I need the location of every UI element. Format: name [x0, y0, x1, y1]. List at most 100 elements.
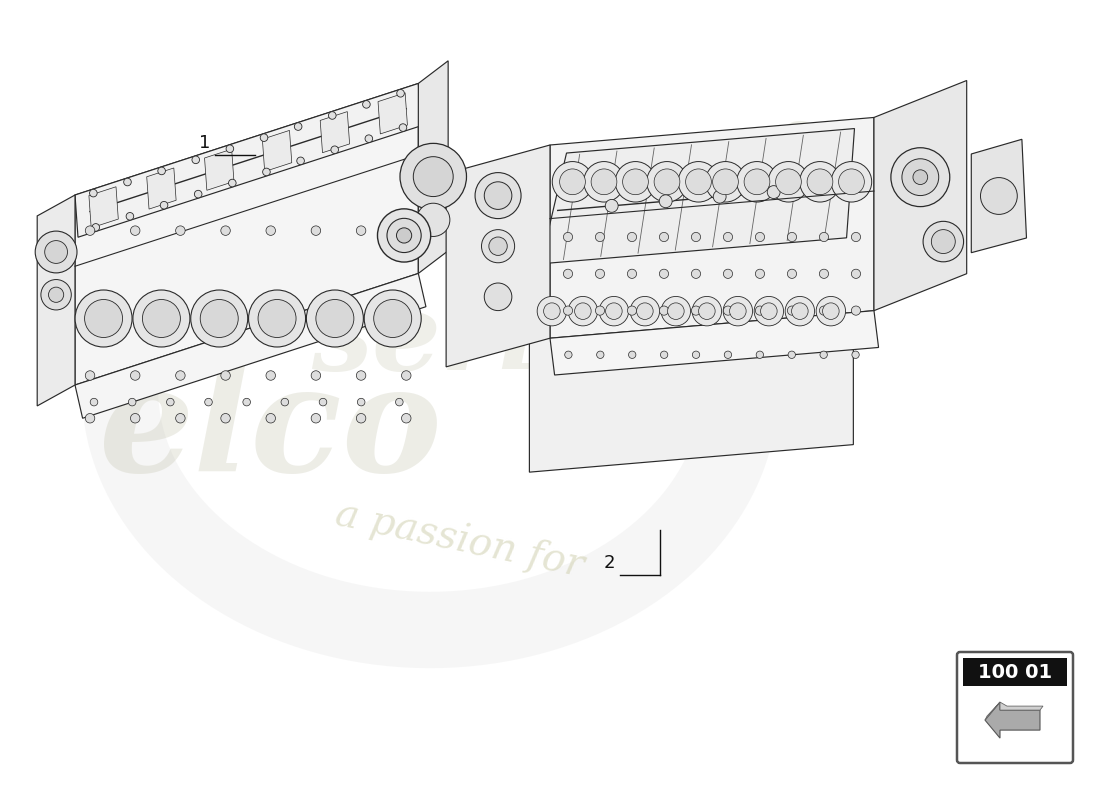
Circle shape: [75, 290, 132, 347]
Circle shape: [659, 269, 669, 278]
Circle shape: [723, 297, 752, 326]
Circle shape: [142, 299, 180, 338]
Polygon shape: [75, 83, 421, 238]
Circle shape: [297, 157, 305, 165]
Circle shape: [792, 303, 808, 319]
Circle shape: [126, 213, 134, 220]
Circle shape: [724, 306, 733, 315]
Text: elco: elco: [98, 358, 442, 502]
Circle shape: [923, 222, 964, 262]
Circle shape: [249, 290, 306, 347]
Circle shape: [307, 290, 363, 347]
Circle shape: [902, 158, 938, 195]
Circle shape: [311, 370, 321, 380]
Circle shape: [45, 241, 67, 263]
Circle shape: [659, 195, 672, 208]
Polygon shape: [320, 112, 350, 153]
Circle shape: [788, 351, 795, 358]
Circle shape: [414, 157, 453, 197]
Circle shape: [364, 290, 421, 347]
Polygon shape: [37, 195, 75, 406]
Circle shape: [628, 351, 636, 358]
Circle shape: [807, 169, 833, 194]
Bar: [962, 658, 1067, 686]
Circle shape: [820, 232, 828, 242]
Circle shape: [788, 232, 796, 242]
Text: 1: 1: [199, 134, 210, 152]
Circle shape: [399, 124, 407, 131]
Circle shape: [363, 101, 371, 108]
Circle shape: [756, 269, 764, 278]
Circle shape: [776, 169, 802, 194]
Circle shape: [191, 156, 199, 164]
Circle shape: [402, 370, 411, 380]
Circle shape: [560, 169, 585, 194]
Circle shape: [692, 351, 700, 358]
Circle shape: [744, 169, 770, 194]
Text: series: series: [311, 287, 669, 393]
Circle shape: [564, 351, 572, 358]
Circle shape: [692, 306, 701, 315]
Circle shape: [280, 398, 288, 406]
Circle shape: [756, 232, 764, 242]
Circle shape: [788, 269, 796, 278]
Circle shape: [627, 269, 637, 278]
Circle shape: [482, 230, 515, 262]
Circle shape: [356, 226, 366, 235]
Polygon shape: [984, 702, 1040, 738]
Circle shape: [48, 287, 64, 302]
Polygon shape: [89, 186, 119, 228]
Circle shape: [705, 162, 746, 202]
Circle shape: [851, 306, 860, 315]
Polygon shape: [874, 81, 967, 310]
Circle shape: [374, 299, 411, 338]
Circle shape: [356, 414, 366, 423]
Circle shape: [123, 178, 131, 186]
Circle shape: [756, 306, 764, 315]
Circle shape: [176, 226, 185, 235]
Polygon shape: [984, 702, 1043, 720]
Circle shape: [176, 370, 185, 380]
Circle shape: [591, 169, 617, 194]
Circle shape: [397, 90, 405, 97]
Circle shape: [221, 414, 230, 423]
Circle shape: [647, 162, 688, 202]
Circle shape: [295, 122, 301, 130]
Circle shape: [129, 398, 136, 406]
Circle shape: [358, 398, 365, 406]
Circle shape: [488, 237, 507, 255]
Circle shape: [596, 351, 604, 358]
Circle shape: [41, 279, 72, 310]
Circle shape: [685, 169, 712, 194]
Circle shape: [630, 297, 660, 326]
Polygon shape: [447, 145, 550, 367]
Circle shape: [563, 306, 573, 315]
Circle shape: [832, 162, 871, 202]
Circle shape: [584, 162, 624, 202]
Circle shape: [851, 351, 859, 358]
Circle shape: [692, 269, 701, 278]
Circle shape: [387, 218, 421, 253]
Circle shape: [851, 269, 860, 278]
Circle shape: [851, 232, 860, 242]
Circle shape: [737, 162, 778, 202]
Circle shape: [86, 226, 95, 235]
Circle shape: [785, 297, 815, 326]
Circle shape: [86, 414, 95, 423]
Polygon shape: [550, 118, 874, 338]
Text: 100 01: 100 01: [978, 662, 1052, 682]
Circle shape: [377, 209, 431, 262]
Circle shape: [475, 173, 521, 218]
Text: a passion for: a passion for: [332, 495, 587, 585]
Circle shape: [311, 226, 321, 235]
Circle shape: [698, 303, 715, 319]
Circle shape: [812, 182, 825, 194]
Circle shape: [166, 398, 174, 406]
Circle shape: [157, 167, 165, 174]
Circle shape: [595, 232, 605, 242]
Text: 085: 085: [774, 119, 925, 190]
Circle shape: [86, 370, 95, 380]
Polygon shape: [540, 129, 855, 264]
Circle shape: [615, 162, 656, 202]
Circle shape: [266, 370, 275, 380]
